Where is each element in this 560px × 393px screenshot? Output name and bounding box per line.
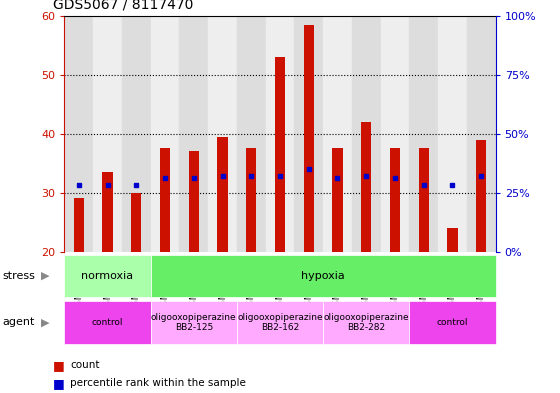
Bar: [409, 16, 438, 252]
Bar: [476, 140, 486, 252]
Bar: [151, 16, 179, 252]
Bar: [122, 16, 151, 252]
Bar: [246, 148, 256, 252]
Bar: [151, 255, 496, 297]
Bar: [64, 16, 93, 252]
Bar: [323, 16, 352, 252]
Bar: [409, 301, 496, 344]
Bar: [179, 16, 208, 252]
Bar: [189, 151, 199, 252]
Bar: [217, 136, 227, 252]
Text: percentile rank within the sample: percentile rank within the sample: [70, 378, 246, 388]
Bar: [64, 301, 151, 344]
Bar: [237, 301, 323, 344]
Bar: [390, 148, 400, 252]
Text: control: control: [437, 318, 468, 327]
Text: count: count: [70, 360, 100, 371]
Bar: [237, 16, 265, 252]
Bar: [208, 16, 237, 252]
Text: ■: ■: [53, 359, 65, 372]
Bar: [381, 16, 409, 252]
Bar: [438, 16, 467, 252]
Bar: [447, 228, 458, 252]
Bar: [333, 148, 343, 252]
Text: agent: agent: [3, 317, 35, 327]
Text: oligooxopiperazine
BB2-282: oligooxopiperazine BB2-282: [324, 312, 409, 332]
Bar: [323, 301, 409, 344]
Text: control: control: [92, 318, 123, 327]
Bar: [295, 16, 323, 252]
Bar: [265, 16, 295, 252]
Text: normoxia: normoxia: [81, 271, 134, 281]
Bar: [151, 301, 237, 344]
Text: ▶: ▶: [41, 317, 49, 327]
Bar: [131, 193, 141, 252]
Text: ■: ■: [53, 376, 65, 390]
Bar: [352, 16, 381, 252]
Bar: [93, 16, 122, 252]
Text: oligooxopiperazine
BB2-125: oligooxopiperazine BB2-125: [151, 312, 236, 332]
Text: ▶: ▶: [41, 271, 49, 281]
Bar: [102, 172, 113, 252]
Bar: [64, 255, 151, 297]
Text: stress: stress: [3, 271, 36, 281]
Bar: [275, 57, 285, 252]
Bar: [160, 148, 170, 252]
Bar: [419, 148, 429, 252]
Bar: [74, 198, 84, 252]
Text: oligooxopiperazine
BB2-162: oligooxopiperazine BB2-162: [237, 312, 323, 332]
Text: hypoxia: hypoxia: [301, 271, 345, 281]
Bar: [304, 24, 314, 252]
Bar: [467, 16, 496, 252]
Text: GDS5067 / 8117470: GDS5067 / 8117470: [53, 0, 194, 12]
Bar: [361, 122, 371, 252]
